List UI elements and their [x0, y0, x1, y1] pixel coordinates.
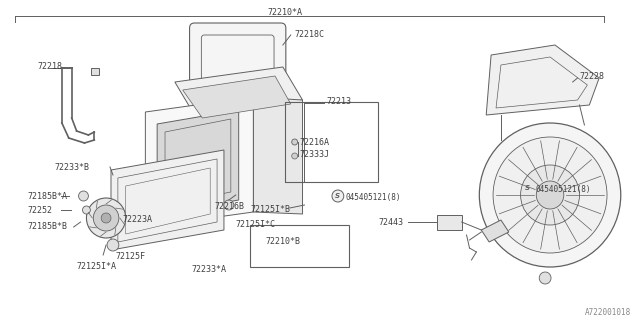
Polygon shape	[253, 97, 303, 214]
Text: 72213: 72213	[326, 97, 351, 106]
Circle shape	[536, 181, 564, 209]
Text: 72210*A: 72210*A	[268, 8, 302, 17]
Text: 045405121(8): 045405121(8)	[346, 193, 401, 202]
Text: 72125I*B: 72125I*B	[250, 205, 291, 214]
Circle shape	[292, 153, 298, 159]
Bar	[285, 102, 378, 182]
Circle shape	[520, 165, 579, 225]
Text: 72218C: 72218C	[294, 30, 324, 39]
Text: 045405121(8): 045405121(8)	[535, 185, 591, 194]
Text: 72125I*C: 72125I*C	[236, 220, 276, 229]
Circle shape	[86, 198, 125, 238]
Circle shape	[332, 190, 344, 202]
Text: 72333J: 72333J	[300, 150, 330, 159]
Text: 72228: 72228	[579, 72, 605, 81]
Polygon shape	[481, 220, 509, 242]
Text: 72125I*A: 72125I*A	[77, 262, 116, 271]
Polygon shape	[111, 150, 224, 250]
Text: 72233*B: 72233*B	[54, 163, 89, 172]
Circle shape	[79, 191, 88, 201]
Bar	[250, 225, 349, 267]
Text: 72223A: 72223A	[123, 215, 153, 224]
Text: 72185B*A: 72185B*A	[28, 192, 67, 201]
Text: S: S	[335, 193, 340, 199]
Circle shape	[292, 139, 298, 145]
Text: 72210*B: 72210*B	[265, 237, 300, 246]
Circle shape	[107, 239, 119, 251]
Circle shape	[479, 123, 621, 267]
Polygon shape	[175, 67, 303, 115]
Circle shape	[540, 272, 551, 284]
Text: 72252: 72252	[28, 206, 52, 215]
Text: 72185B*B: 72185B*B	[28, 222, 67, 231]
Polygon shape	[145, 97, 253, 227]
Text: A722001018: A722001018	[584, 308, 630, 317]
Polygon shape	[486, 45, 599, 115]
Text: 72125F: 72125F	[116, 252, 146, 261]
Circle shape	[101, 213, 111, 223]
Text: 72443: 72443	[378, 218, 403, 227]
Circle shape	[224, 200, 234, 210]
Text: 72218: 72218	[37, 62, 62, 71]
Text: 72216B: 72216B	[214, 202, 244, 211]
Circle shape	[522, 182, 533, 194]
Circle shape	[83, 206, 90, 214]
Polygon shape	[157, 110, 239, 215]
Circle shape	[93, 205, 119, 231]
FancyBboxPatch shape	[189, 23, 286, 93]
Text: S: S	[525, 185, 530, 191]
Text: 72216A: 72216A	[300, 138, 330, 147]
Polygon shape	[182, 76, 291, 118]
Circle shape	[493, 137, 607, 253]
Polygon shape	[437, 215, 461, 230]
Bar	[92, 68, 99, 75]
Text: 72233*A: 72233*A	[191, 265, 227, 274]
